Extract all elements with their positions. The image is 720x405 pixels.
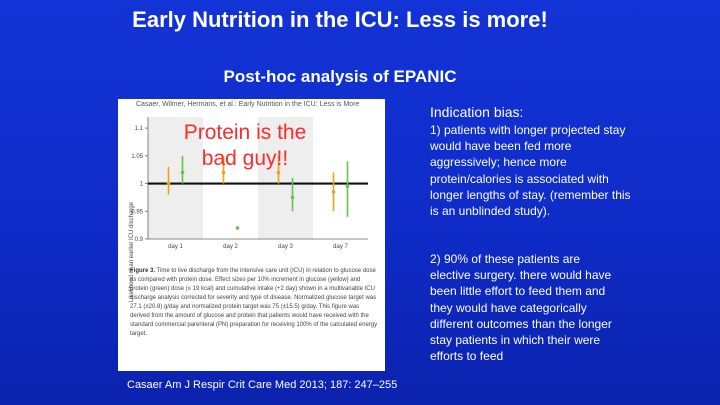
data-point [276, 170, 281, 175]
figure-caption-label: Figure 3. [130, 268, 156, 274]
y-tick-label: 1.1 [135, 126, 144, 132]
overlay-annotation: Protein is the bad guy!! [183, 121, 307, 170]
y-tick-label: 1.05 [131, 154, 143, 160]
indication-heading: Indication bias: [430, 104, 524, 120]
indication-heading-block: Indication bias: [430, 104, 715, 128]
slide-subtitle: Post-hoc analysis of EPANIC [223, 67, 457, 86]
x-tick-label: day 7 [333, 244, 348, 250]
x-tick-label: day 1 [168, 244, 183, 250]
chart-band [148, 117, 203, 239]
slide-title: Early Nutrition in the ICU: Less is more… [132, 7, 548, 32]
journal-figure: Casaer, Wilmer, Hermans, et al.: Early N… [118, 99, 385, 371]
x-tick-label: day 2 [223, 244, 238, 250]
data-point [345, 184, 350, 189]
y-tick-label: 0.95 [131, 209, 143, 215]
y-tick-label: 1 [140, 182, 144, 188]
citation: Casaer Am J Respir Crit Care Med 2013; 1… [127, 379, 398, 391]
chart-band [258, 117, 313, 239]
point-2: 2) 90% of these patients are elective su… [430, 252, 612, 364]
data-point [221, 170, 226, 175]
x-tick-label: day 3 [278, 244, 293, 250]
data-point [166, 181, 171, 186]
data-point [235, 226, 240, 230]
figure-header: Casaer, Wilmer, Hermans, et al.: Early N… [136, 101, 360, 108]
point-1: 1) patients with longer projected stay w… [430, 123, 631, 219]
figure-caption-text: Time to live discharge from the intensiv… [130, 268, 378, 337]
forest-chart: 0.9 0.95 1 1.05 1.1 day 1 day 2 day 3 day 7 [131, 117, 368, 250]
y-tick-label: 0.9 [135, 237, 144, 243]
data-point [331, 190, 336, 194]
data-point [180, 170, 185, 175]
figure-caption: Figure 3. Time to live discharge from th… [130, 267, 380, 339]
data-point [290, 195, 295, 200]
